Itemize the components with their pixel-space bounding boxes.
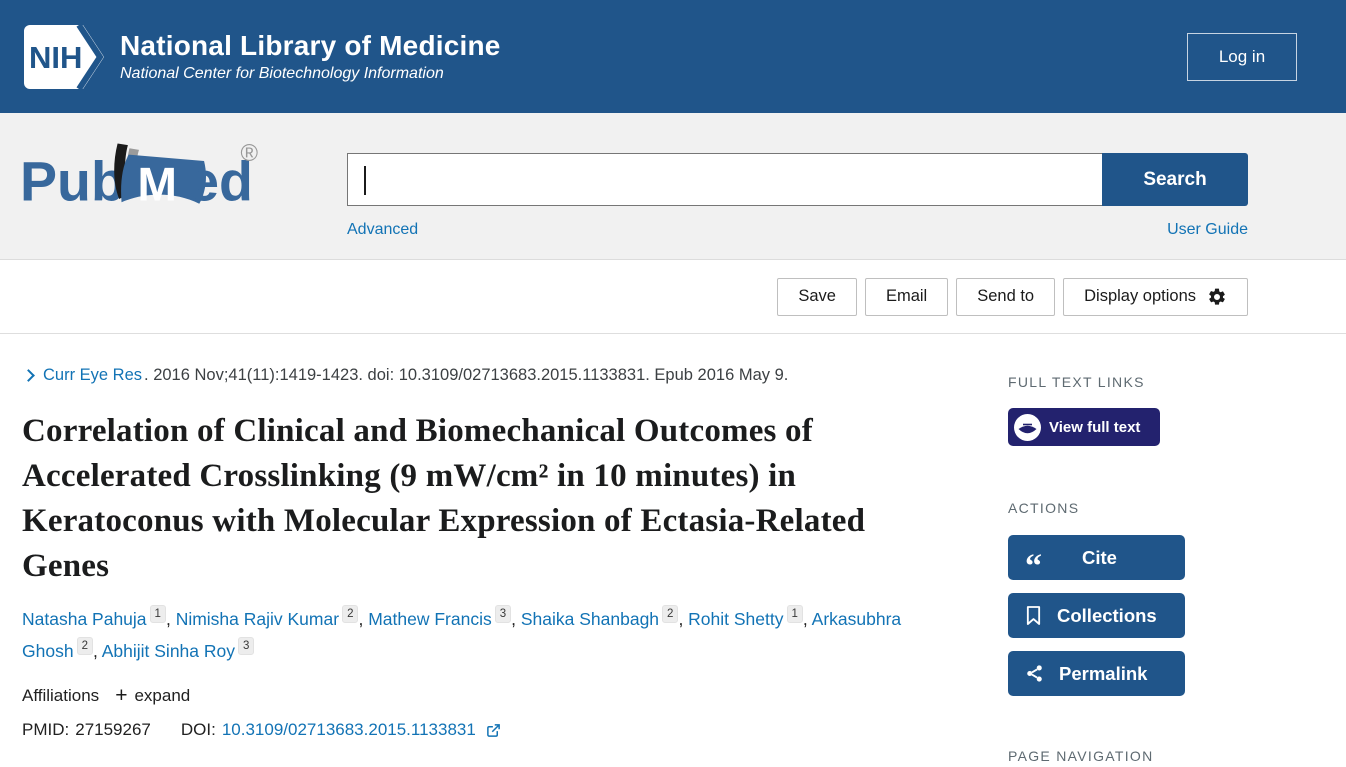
ncbi-subtitle: National Center for Biotechnology Inform…	[120, 65, 444, 82]
header-text-block: National Library of Medicine National Ce…	[120, 30, 501, 83]
affiliation-superscript[interactable]: 3	[494, 605, 512, 623]
main-content: Curr Eye Res . 2016 Nov;41(11):1419-1423…	[0, 334, 1346, 764]
svg-text:NIH: NIH	[29, 40, 82, 75]
nih-header: NIH National Library of Medicine Nationa…	[0, 0, 1346, 113]
author-separator: ,	[358, 609, 369, 629]
share-icon	[1027, 665, 1042, 682]
affiliation-superscript[interactable]: 2	[342, 605, 359, 623]
search-button[interactable]: Search	[1102, 153, 1248, 206]
citation-line: Curr Eye Res . 2016 Nov;41(11):1419-1423…	[22, 366, 940, 385]
email-button[interactable]: Email	[864, 277, 949, 316]
affiliation-superscript[interactable]: 3	[238, 637, 255, 655]
authors-line: Natasha Pahuja 1, Nimisha Rajiv Kumar 2, M…	[22, 603, 914, 667]
search-input-wrap	[347, 153, 1102, 206]
advanced-link[interactable]: Advanced	[347, 221, 419, 238]
author-link[interactable]: Shaika Shanbagh	[520, 609, 660, 629]
collections-label: Collections	[1057, 604, 1157, 626]
view-full-text-label: View full text	[1049, 418, 1141, 436]
author-link[interactable]: Arkasubhra Ghosh	[22, 609, 902, 661]
article-title: Correlation of Clinical and Biomechanica…	[22, 413, 866, 584]
page-navigation-label: PAGE NAVIGATION	[1008, 748, 1154, 764]
affiliations-row: Affiliations + expand	[22, 684, 940, 708]
send-to-button[interactable]: Send to	[956, 277, 1056, 316]
author-link[interactable]: Rohit Shetty	[688, 609, 784, 629]
bookmark-icon	[1026, 606, 1041, 625]
svg-text:M: M	[137, 159, 177, 212]
citation-details: . 2016 Nov;41(11):1419-1423. doi: 10.310…	[144, 366, 789, 384]
expand-affiliations-button[interactable]: expand	[134, 686, 191, 705]
display-options-label: Display options	[1084, 287, 1196, 305]
author-link[interactable]: Natasha Pahuja	[22, 609, 147, 629]
author-separator: ,	[92, 641, 102, 661]
identifiers-row: PMID: 27159267 DOI: 10.3109/02713683.201…	[22, 720, 940, 740]
text-cursor	[364, 166, 366, 195]
journal-link[interactable]: Curr Eye Res	[43, 366, 143, 384]
view-full-text-button[interactable]: View full text	[1008, 408, 1160, 446]
cite-button[interactable]: “ Cite	[1008, 535, 1185, 585]
affiliations-label: Affiliations	[22, 686, 100, 705]
user-guide-link[interactable]: User Guide	[1167, 221, 1248, 238]
gear-icon	[1209, 288, 1225, 305]
plus-icon: +	[115, 684, 128, 707]
svg-text:®: ®	[241, 140, 258, 167]
article-toolbar: Save Email Send to Display options	[0, 260, 1346, 334]
collections-button[interactable]: Collections	[1008, 593, 1185, 638]
sidebar: FULL TEXT LINKS View full text ACTIONS “…	[1008, 334, 1308, 764]
display-options-button[interactable]: Display options	[1063, 277, 1248, 316]
quote-icon: “	[1025, 547, 1042, 585]
nih-logo-icon[interactable]: NIH	[22, 22, 106, 92]
pmid-label: PMID:	[22, 720, 70, 739]
author-separator: ,	[802, 609, 812, 629]
author-link[interactable]: Abhijit Sinha Roy	[101, 641, 236, 661]
svg-text:ed: ed	[188, 151, 253, 213]
save-button[interactable]: Save	[777, 277, 857, 316]
permalink-label: Permalink	[1059, 662, 1148, 684]
search-area: Search Advanced User Guide	[347, 153, 1248, 239]
author-separator: ,	[678, 609, 689, 629]
doi-link[interactable]: 10.3109/02713683.2015.1133831	[221, 720, 476, 739]
permalink-button[interactable]: Permalink	[1008, 651, 1185, 696]
external-link-icon	[486, 723, 500, 737]
nlm-title[interactable]: National Library of Medicine	[120, 30, 501, 61]
doi-label: DOI:	[180, 720, 216, 739]
cite-label: Cite	[1082, 546, 1117, 568]
affiliation-superscript[interactable]: 2	[662, 605, 679, 623]
search-section: Pub M ed ® Search Advanced User Guide	[0, 113, 1346, 260]
affiliation-superscript[interactable]: 1	[149, 605, 166, 623]
affiliation-superscript[interactable]: 1	[786, 605, 803, 623]
svg-text:Pub: Pub	[20, 151, 125, 213]
full-text-links-label: FULL TEXT LINKS	[1008, 374, 1145, 390]
author-separator: ,	[511, 609, 521, 629]
pubmed-logo[interactable]: Pub M ed ®	[20, 137, 258, 219]
login-button[interactable]: Log in	[1187, 32, 1297, 81]
author-separator: ,	[165, 609, 176, 629]
actions-label: ACTIONS	[1008, 500, 1080, 516]
publisher-logo-icon	[1014, 413, 1041, 441]
article-summary: Curr Eye Res . 2016 Nov;41(11):1419-1423…	[22, 334, 940, 764]
author-link[interactable]: Nimisha Rajiv Kumar	[175, 609, 340, 629]
author-link[interactable]: Mathew Francis	[368, 609, 492, 629]
affiliation-superscript[interactable]: 2	[76, 637, 93, 655]
pmid-value: 27159267	[75, 720, 151, 739]
chevron-right-icon	[22, 369, 35, 382]
search-input[interactable]	[348, 154, 1102, 205]
